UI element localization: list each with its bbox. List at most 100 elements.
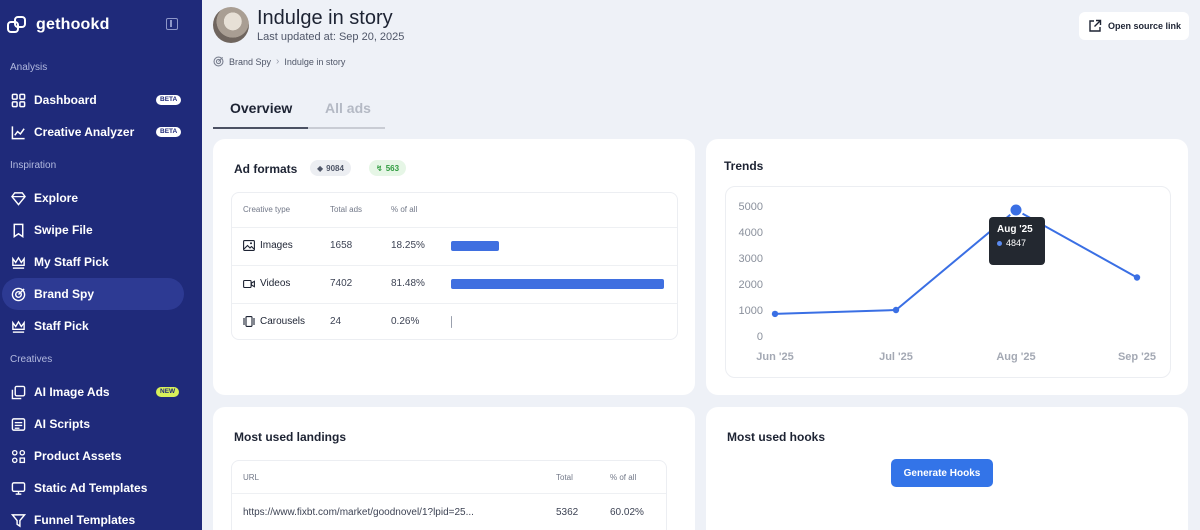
breadcrumb: Brand Spy › Indulge in story — [213, 56, 345, 67]
x-tick-label: Jul '25 — [879, 351, 913, 363]
sidebar-item-label: Static Ad Templates — [34, 481, 148, 495]
breadcrumb-brand-spy[interactable]: Brand Spy — [229, 56, 272, 67]
collapse-sidebar-icon[interactable] — [166, 18, 178, 30]
creative-type: Videos — [260, 278, 291, 289]
tabs: Overview All ads — [213, 92, 385, 129]
trends-chart-frame — [725, 186, 1171, 378]
sidebar: gethookd Analysis Dashboard BETA Creativ… — [0, 0, 202, 530]
section-inspiration: Inspiration — [10, 160, 57, 171]
active-ads-pill: ↯ 563 — [369, 160, 407, 176]
creative-type: Images — [260, 240, 293, 251]
sidebar-item-swipe-file[interactable]: Swipe File — [2, 214, 184, 246]
tab-underline — [308, 127, 385, 129]
sidebar-item-product-assets[interactable]: Product Assets — [2, 440, 184, 472]
bookmark-icon — [10, 222, 26, 238]
carousel-icon — [243, 316, 255, 327]
image-icon — [243, 240, 255, 251]
data-point[interactable] — [1008, 202, 1024, 218]
row-divider — [232, 493, 666, 494]
data-point[interactable] — [892, 306, 900, 314]
beta-badge: BETA — [156, 95, 182, 105]
share-bar — [451, 279, 665, 289]
percent-value: 0.26% — [391, 316, 420, 327]
assets-icon — [10, 448, 26, 464]
breadcrumb-current: Indulge in story — [284, 56, 346, 67]
landing-percent: 60.02% — [610, 507, 644, 518]
tab-overview[interactable]: Overview — [230, 100, 293, 116]
generate-hooks-button[interactable]: Generate Hooks — [891, 459, 993, 487]
x-tick-label: Sep '25 — [1118, 351, 1156, 363]
total-ads-value: 1658 — [330, 240, 353, 251]
column-header: Total — [556, 473, 573, 482]
hooks-title: Most used hooks — [727, 430, 826, 444]
crown-icon — [10, 254, 26, 270]
row-divider — [232, 265, 677, 266]
data-point[interactable] — [771, 310, 779, 318]
share-bar — [451, 316, 452, 328]
sidebar-item-dashboard[interactable]: Dashboard BETA — [2, 84, 184, 116]
x-tick-label: Aug '25 — [996, 351, 1035, 363]
tab-underline-active — [213, 127, 308, 129]
trend-line — [774, 208, 1138, 315]
sidebar-item-label: Swipe File — [34, 223, 93, 237]
sidebar-item-ai-image-ads[interactable]: AI Image Ads NEW — [2, 376, 184, 408]
percent-value: 18.25% — [391, 240, 425, 251]
share-bar — [451, 241, 499, 251]
section-creatives: Creatives — [10, 354, 53, 365]
creative-type: Carousels — [260, 316, 306, 327]
activity-icon: ↯ — [376, 163, 383, 173]
sidebar-item-my-staff-pick[interactable]: My Staff Pick — [2, 246, 184, 278]
template-icon — [10, 480, 26, 496]
sidebar-item-label: Dashboard — [34, 93, 97, 107]
external-link-icon — [1089, 19, 1102, 32]
data-point[interactable] — [1133, 274, 1141, 281]
ad-formats-table — [231, 192, 678, 340]
copy-icon — [10, 384, 26, 400]
sidebar-item-label: Staff Pick — [34, 319, 89, 333]
sidebar-item-brand-spy[interactable]: Brand Spy — [2, 278, 184, 310]
beta-badge: BETA — [156, 127, 182, 137]
brand[interactable]: gethookd — [6, 12, 110, 38]
sidebar-item-label: AI Scripts — [34, 417, 91, 431]
active-ads-count: 563 — [385, 163, 400, 173]
sidebar-item-label: Funnel Templates — [34, 513, 136, 527]
sidebar-item-ai-scripts[interactable]: AI Scripts — [2, 408, 184, 440]
diamond-icon: ◆ — [317, 163, 324, 173]
total-ads-pill: ◆ 9084 — [310, 160, 351, 176]
sidebar-item-static-ad-templates[interactable]: Static Ad Templates — [2, 472, 184, 504]
new-badge: NEW — [156, 387, 180, 397]
crown-icon — [10, 318, 26, 334]
y-tick-label: 3000 — [739, 253, 763, 265]
landings-title: Most used landings — [234, 430, 347, 444]
table-row-carousels: Carousels — [243, 316, 305, 327]
last-updated: Last updated at: Sep 20, 2025 — [257, 31, 405, 43]
landings-table — [231, 460, 667, 530]
sidebar-item-explore[interactable]: Explore — [2, 182, 184, 214]
open-source-link-button[interactable]: Open source link — [1079, 12, 1189, 40]
tooltip-label: Aug '25 — [997, 224, 1033, 235]
sidebar-item-funnel-templates[interactable]: Funnel Templates — [2, 504, 184, 530]
total-ads-value: 24 — [330, 316, 342, 327]
y-tick-label: 5000 — [739, 201, 763, 213]
total-ads-count: 9084 — [326, 163, 344, 173]
ad-formats-title: Ad formats — [234, 162, 298, 176]
page-title: Indulge in story — [257, 7, 393, 29]
landing-total: 5362 — [556, 507, 579, 518]
chart-line-icon — [10, 124, 26, 140]
landing-url[interactable]: https://www.fixbt.com/market/goodnovel/1… — [243, 507, 474, 518]
table-row-videos: Videos — [243, 278, 290, 289]
brand-avatar — [213, 7, 249, 43]
sidebar-item-staff-pick[interactable]: Staff Pick — [2, 310, 184, 342]
brand-name: gethookd — [36, 16, 110, 33]
sidebar-item-creative-analyzer[interactable]: Creative Analyzer BETA — [2, 116, 184, 148]
diamond-icon — [10, 190, 26, 206]
sidebar-item-label: Brand Spy — [34, 287, 95, 301]
section-analysis: Analysis — [10, 62, 48, 73]
chevron-right-icon: › — [276, 56, 280, 67]
tab-all-ads[interactable]: All ads — [325, 100, 371, 116]
sidebar-item-label: Explore — [34, 191, 79, 205]
radar-icon — [10, 286, 26, 302]
radar-icon — [213, 56, 224, 67]
total-ads-value: 7402 — [330, 278, 353, 289]
sidebar-item-label: Product Assets — [34, 449, 122, 463]
